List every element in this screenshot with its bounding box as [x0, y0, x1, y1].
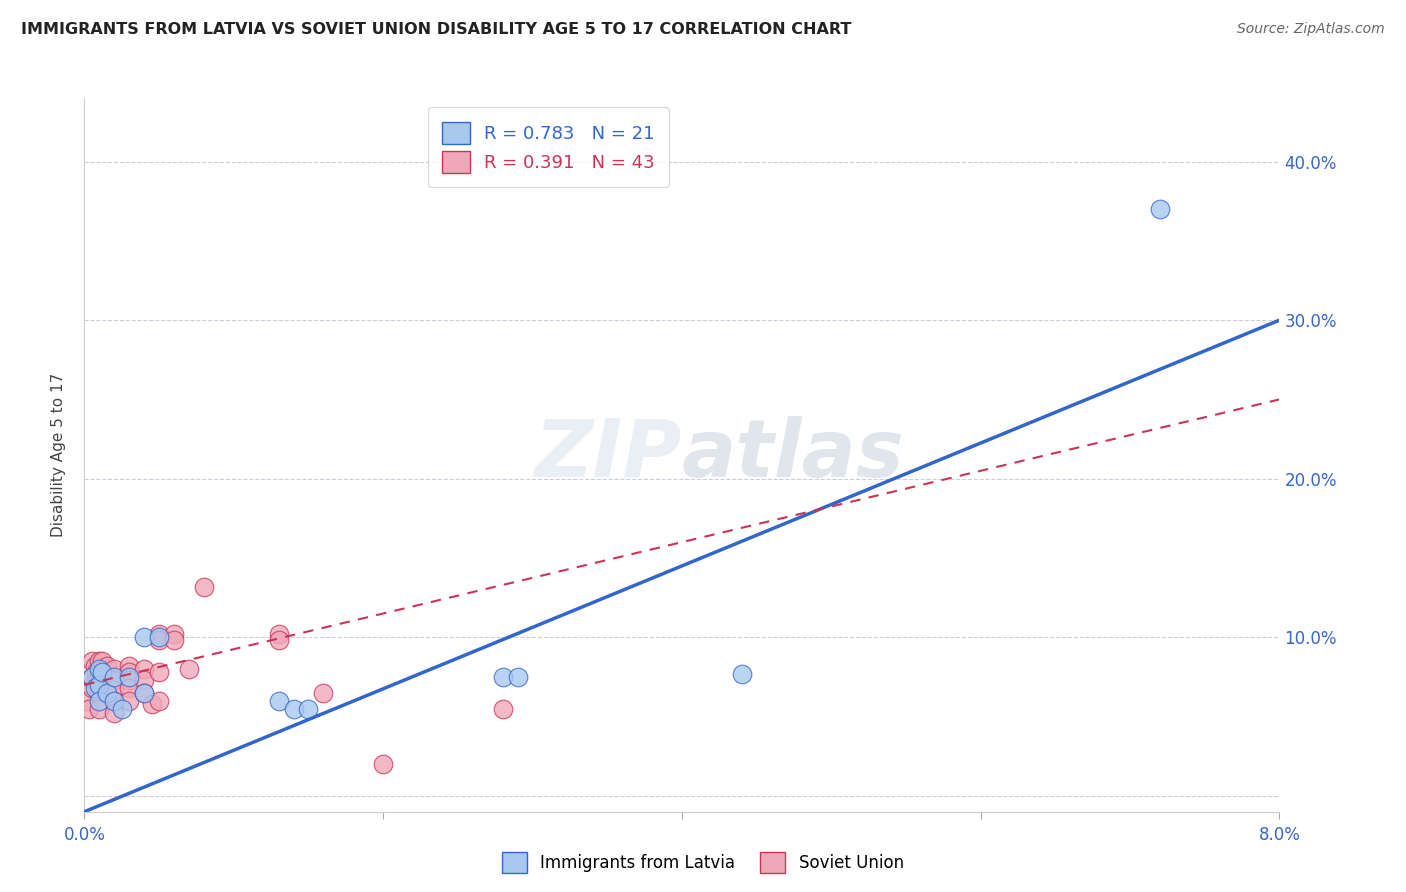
Point: [103, 694, 125, 708]
Point: [77, 701, 100, 715]
Point: [118, 694, 141, 708]
Point: [371, 757, 394, 772]
Point: [118, 673, 141, 687]
Point: [148, 665, 170, 680]
Point: [91, 670, 114, 684]
Point: [177, 662, 200, 676]
Point: [91, 665, 114, 680]
Point: [76, 694, 98, 708]
Text: ZIP: ZIP: [534, 416, 682, 494]
Point: [83, 681, 105, 695]
Point: [283, 701, 305, 715]
Point: [312, 686, 335, 700]
Point: [148, 627, 170, 641]
Point: [132, 662, 156, 676]
Text: Source: ZipAtlas.com: Source: ZipAtlas.com: [1237, 22, 1385, 37]
Point: [96, 658, 118, 673]
Legend: R = 0.783   N = 21, R = 0.391   N = 43: R = 0.783 N = 21, R = 0.391 N = 43: [427, 107, 669, 187]
Point: [193, 580, 215, 594]
Point: [80, 670, 103, 684]
Point: [506, 670, 529, 684]
Point: [89, 665, 111, 680]
Point: [89, 674, 111, 689]
Point: [148, 633, 170, 648]
Point: [141, 697, 163, 711]
Text: atlas: atlas: [682, 416, 904, 494]
Point: [91, 654, 114, 668]
Point: [89, 701, 111, 715]
Point: [148, 694, 170, 708]
Point: [80, 670, 103, 684]
Point: [148, 630, 170, 644]
Point: [267, 627, 290, 641]
Point: [118, 670, 141, 684]
Point: [1149, 202, 1171, 216]
Point: [103, 673, 125, 687]
Point: [83, 658, 105, 673]
Point: [103, 662, 125, 676]
Point: [163, 627, 186, 641]
Point: [492, 701, 515, 715]
Point: [297, 701, 319, 715]
Point: [118, 665, 141, 680]
Point: [83, 674, 105, 689]
Point: [132, 630, 156, 644]
Point: [118, 681, 141, 695]
Point: [492, 670, 515, 684]
Point: [80, 654, 103, 668]
Point: [132, 673, 156, 687]
Point: [86, 665, 108, 680]
Y-axis label: Disability Age 5 to 17: Disability Age 5 to 17: [51, 373, 66, 537]
Legend: Immigrants from Latvia, Soviet Union: Immigrants from Latvia, Soviet Union: [495, 846, 911, 880]
Point: [103, 682, 125, 697]
Text: IMMIGRANTS FROM LATVIA VS SOVIET UNION DISABILITY AGE 5 TO 17 CORRELATION CHART: IMMIGRANTS FROM LATVIA VS SOVIET UNION D…: [21, 22, 852, 37]
Point: [89, 654, 111, 668]
Point: [103, 670, 125, 684]
Point: [118, 658, 141, 673]
Point: [267, 694, 290, 708]
Point: [103, 706, 125, 721]
Point: [111, 701, 134, 715]
Point: [267, 633, 290, 648]
Point: [80, 681, 103, 695]
Point: [89, 694, 111, 708]
Point: [89, 686, 111, 700]
Point: [731, 666, 754, 681]
Point: [89, 662, 111, 676]
Point: [132, 686, 156, 700]
Point: [163, 633, 186, 648]
Point: [103, 694, 125, 708]
Point: [89, 678, 111, 692]
Point: [132, 686, 156, 700]
Point: [96, 686, 118, 700]
